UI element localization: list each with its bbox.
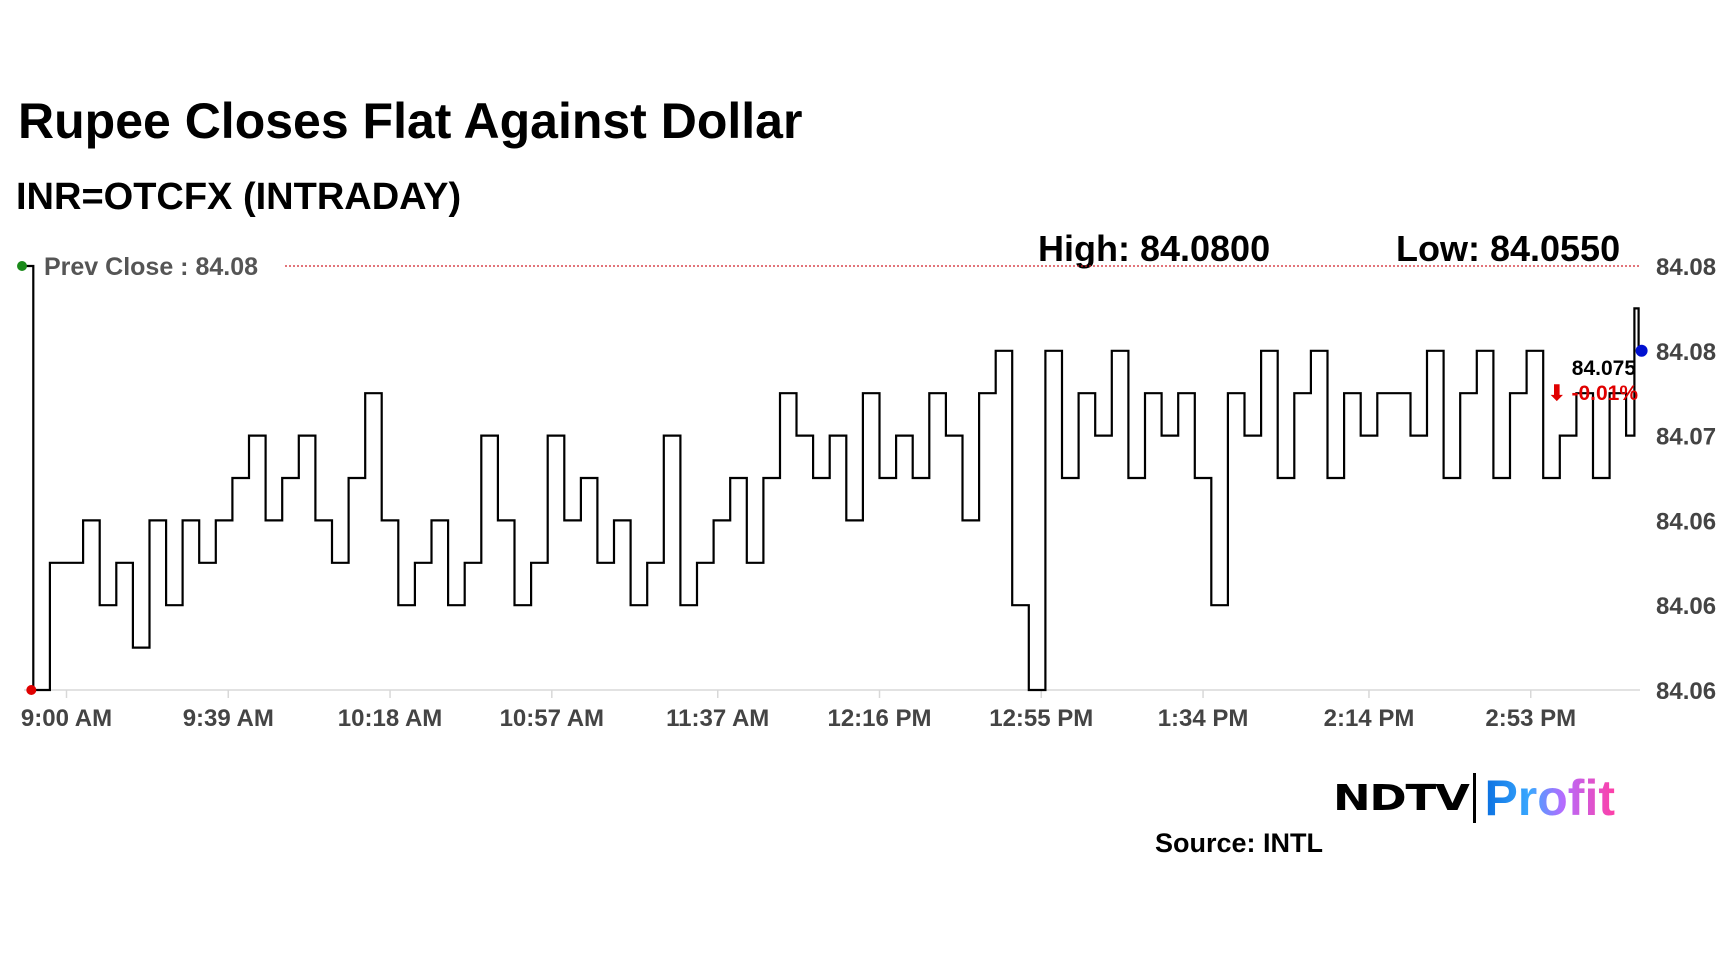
x-tick-label: 2:53 PM (1485, 705, 1576, 732)
x-tick-label: 12:55 PM (989, 705, 1093, 732)
change-label: ⬇ -0.01% (1548, 382, 1638, 405)
logo-profit: Profit (1484, 770, 1615, 826)
y-tick-label: 84.07 (1656, 424, 1716, 451)
x-tick-label: 9:39 AM (183, 705, 274, 732)
x-tick-label: 2:14 PM (1324, 705, 1415, 732)
chart-title: Rupee Closes Flat Against Dollar (18, 93, 803, 149)
y-tick-label: 84.08 (1656, 339, 1716, 366)
source-label: Source: INTL (1155, 828, 1324, 858)
x-tick-label: 11:37 AM (666, 705, 769, 732)
x-tick-label: 1:34 PM (1158, 705, 1249, 732)
day-low-dot (26, 685, 37, 695)
y-tick-label: 84.08 (1656, 254, 1716, 281)
logo-ndtv: NDTV (1333, 777, 1470, 819)
y-tick-label: 84.06 (1656, 508, 1716, 535)
y-tick-label: 84.06 (1656, 593, 1716, 620)
x-tick-label: 10:18 AM (338, 705, 442, 732)
prev-close-label: Prev Close : 84.08 (44, 253, 259, 281)
last-value-label: 84.075 (1572, 357, 1637, 380)
x-tick-label: 10:57 AM (500, 705, 604, 732)
ndtv-profit-logo: NDTV Profit (1333, 770, 1615, 826)
x-tick-label: 12:16 PM (827, 705, 931, 732)
last-price-dot (1635, 344, 1648, 357)
y-tick-label: 84.06 (1656, 678, 1716, 705)
logo-divider (1473, 773, 1477, 823)
price-line (25, 264, 1640, 692)
prev-close-dot (17, 261, 28, 271)
chart-subtitle: INR=OTCFX (INTRADAY) (16, 176, 462, 218)
x-tick-label: 9:00 AM (21, 705, 112, 732)
high-value: High: 84.0800 (1038, 228, 1271, 269)
low-value: Low: 84.0550 (1396, 228, 1621, 269)
